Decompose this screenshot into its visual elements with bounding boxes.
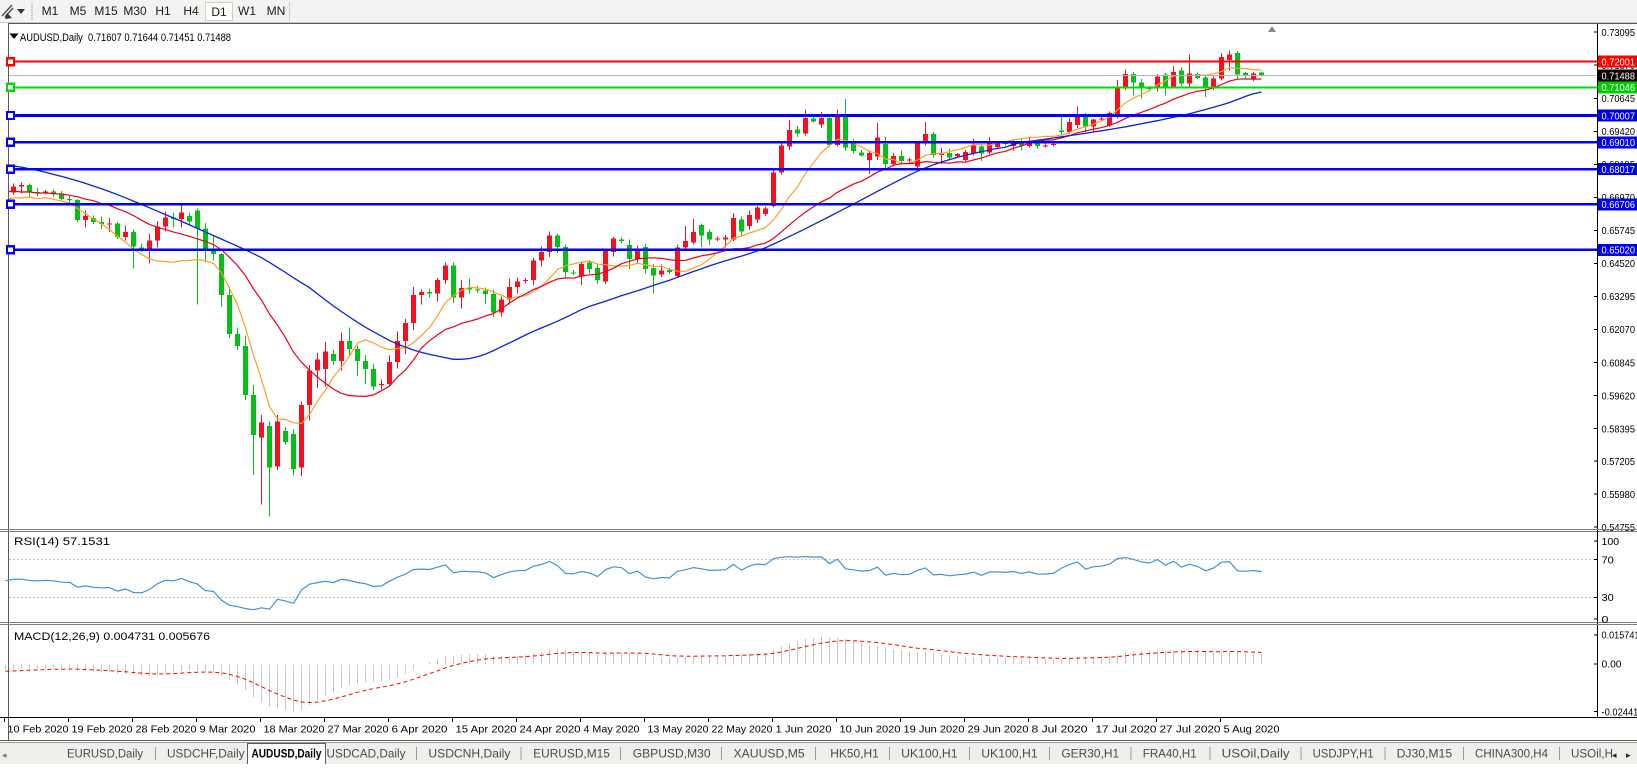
svg-text:0.72001: 0.72001 [1602,57,1636,69]
svg-text:EURUSD,M15: EURUSD,M15 [533,747,610,761]
svg-text:0.70645: 0.70645 [1602,93,1636,105]
svg-text:USDCHF,Daily: USDCHF,Daily [167,747,245,761]
svg-text:UK100,H1: UK100,H1 [981,747,1038,761]
svg-text:9 Mar 2020: 9 Mar 2020 [200,724,256,736]
svg-text:USDCAD,Daily: USDCAD,Daily [327,747,407,761]
svg-text:▸: ▸ [1626,750,1631,760]
svg-text:◂: ◂ [2,750,7,760]
svg-text:10 Feb 2020: 10 Feb 2020 [8,724,69,736]
svg-text:27 Jul 2020: 27 Jul 2020 [1160,724,1221,736]
svg-text:6 Apr 2020: 6 Apr 2020 [392,724,448,736]
svg-text:◂: ◂ [1612,750,1617,760]
svg-text:13 May 2020: 13 May 2020 [648,724,709,736]
svg-text:0.59620: 0.59620 [1602,390,1636,402]
svg-text:0.00: 0.00 [1602,659,1622,671]
svg-text:0.73095: 0.73095 [1602,27,1636,39]
svg-text:0.015741: 0.015741 [1602,630,1637,642]
svg-text:-0.024412: -0.024412 [1602,706,1637,718]
svg-text:17 Jul 2020: 17 Jul 2020 [1096,724,1157,736]
svg-text:22 May 2020: 22 May 2020 [712,724,773,736]
svg-text:0.65745: 0.65745 [1602,225,1636,237]
svg-text:0.64520: 0.64520 [1602,258,1636,270]
svg-text:USDCNH,Daily: USDCNH,Daily [428,747,511,761]
svg-text:4 May 2020: 4 May 2020 [584,724,640,736]
svg-text:24 Apr 2020: 24 Apr 2020 [520,724,581,736]
svg-text:CHINA300,H4: CHINA300,H4 [1475,747,1548,761]
svg-text:8 Jul 2020: 8 Jul 2020 [1032,724,1088,736]
svg-text:1 Jun 2020: 1 Jun 2020 [776,724,832,736]
svg-text:AUDUSD,Daily: AUDUSD,Daily [252,747,322,761]
svg-text:USOil,H: USOil,H [1571,747,1613,761]
svg-text:UK100,H1: UK100,H1 [901,747,958,761]
svg-text:0.58395: 0.58395 [1602,423,1636,435]
svg-text:0.60845: 0.60845 [1602,357,1636,369]
svg-text:29 Jun 2020: 29 Jun 2020 [968,724,1029,736]
svg-text:USOil,Daily: USOil,Daily [1222,747,1291,761]
svg-text:0.69010: 0.69010 [1602,137,1636,149]
svg-text:0.62070: 0.62070 [1602,324,1636,336]
svg-text:GER30,H1: GER30,H1 [1061,747,1119,761]
svg-text:10 Jun 2020: 10 Jun 2020 [840,724,901,736]
svg-text:FRA40,H1: FRA40,H1 [1143,747,1197,761]
svg-text:0.68017: 0.68017 [1602,164,1636,176]
svg-text:28 Feb 2020: 28 Feb 2020 [136,724,197,736]
svg-text:0.71488: 0.71488 [1602,70,1636,82]
svg-text:0.65020: 0.65020 [1602,245,1636,257]
svg-text:19 Jun 2020: 19 Jun 2020 [904,724,965,736]
svg-text:MACD(12,26,9) 0.004731 0.00567: MACD(12,26,9) 0.004731 0.005676 [14,631,210,643]
svg-text:100: 100 [1602,536,1620,548]
svg-text:27 Mar 2020: 27 Mar 2020 [328,724,389,736]
svg-text:XAUUSD,M5: XAUUSD,M5 [734,747,805,761]
svg-text:15 Apr 2020: 15 Apr 2020 [456,724,517,736]
svg-text:RSI(14) 57.1531: RSI(14) 57.1531 [14,536,110,548]
svg-text:0.63295: 0.63295 [1602,291,1636,303]
svg-text:DJ30,M15: DJ30,M15 [1397,747,1453,761]
svg-text:0.66706: 0.66706 [1602,199,1636,211]
svg-text:0.55980: 0.55980 [1602,489,1636,501]
svg-text:0.71046: 0.71046 [1602,82,1636,94]
svg-text:70: 70 [1602,554,1614,566]
svg-text:0.70007: 0.70007 [1602,110,1636,122]
svg-text:5 Aug 2020: 5 Aug 2020 [1224,724,1280,736]
svg-text:GBPUSD,M30: GBPUSD,M30 [633,747,711,761]
svg-text:AUDUSD,Daily 0.71607 0.71644: AUDUSD,Daily 0.71607 0.71644 0.71451 0.7… [20,32,231,44]
svg-text:18 Mar 2020: 18 Mar 2020 [264,724,325,736]
svg-text:EURUSD,Daily: EURUSD,Daily [67,747,144,761]
svg-text:30: 30 [1602,592,1614,604]
svg-text:19 Feb 2020: 19 Feb 2020 [72,724,133,736]
svg-text:0.57205: 0.57205 [1602,456,1636,468]
svg-text:HK50,H1: HK50,H1 [830,747,879,761]
svg-text:0: 0 [1602,614,1609,626]
svg-text:USDJPY,H1: USDJPY,H1 [1313,747,1374,761]
